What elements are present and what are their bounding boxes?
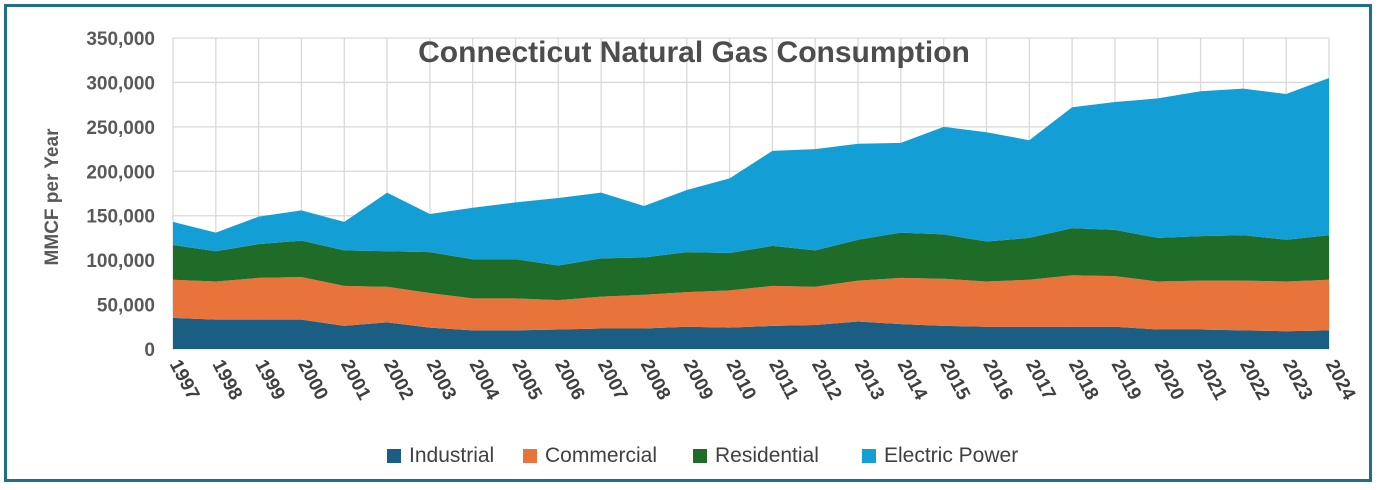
y-tick-label: 100,000 bbox=[86, 251, 155, 272]
y-tick-label: 300,000 bbox=[86, 73, 155, 94]
y-tick-label: 250,000 bbox=[86, 118, 155, 139]
area-industrial bbox=[173, 317, 1329, 349]
x-tick-label: 1997 bbox=[165, 356, 203, 403]
y-axis: 0 50,000 100,000 150,000 200,000 250,000 300,0… bbox=[86, 29, 155, 361]
legend: Industrial Commercial Residential Electric … bbox=[387, 444, 1018, 467]
area-residential bbox=[173, 228, 1329, 301]
chart-title: Connecticut Natural Gas Consumption bbox=[418, 36, 970, 69]
x-tick-label: 1999 bbox=[250, 356, 288, 403]
y-tick-label: 50,000 bbox=[97, 296, 155, 317]
legend-swatch bbox=[693, 449, 707, 463]
area-commercial bbox=[173, 275, 1329, 332]
x-tick-label: 2008 bbox=[636, 356, 674, 403]
x-tick-label: 2013 bbox=[850, 356, 888, 403]
x-tick-label: 2003 bbox=[422, 356, 460, 403]
x-tick-label: 2022 bbox=[1235, 356, 1273, 403]
legend-label: Residential bbox=[715, 444, 819, 467]
x-tick-label: 2020 bbox=[1150, 356, 1188, 403]
x-tick-label: 2000 bbox=[293, 356, 331, 403]
x-tick-label: 2012 bbox=[807, 356, 845, 403]
chart-frame: 0 50,000 100,000 150,000 200,000 250,000 300,0… bbox=[4, 4, 1372, 482]
x-tick-label: 2014 bbox=[893, 356, 932, 404]
y-axis-label: MMCF per Year bbox=[42, 128, 63, 266]
x-tick-label: 2021 bbox=[1192, 356, 1231, 404]
y-tick-label: 200,000 bbox=[86, 162, 155, 183]
x-tick-label: 2018 bbox=[1064, 356, 1102, 403]
area-series bbox=[173, 77, 1329, 349]
legend-label: Commercial bbox=[545, 444, 657, 467]
x-tick-label: 2015 bbox=[935, 356, 974, 404]
x-tick-label: 2017 bbox=[1021, 356, 1059, 403]
x-tick-label: 2006 bbox=[550, 356, 588, 403]
x-axis: 1997 1998 1999 2000 2001 2002 2003 2004 2005 2006… bbox=[165, 356, 1360, 404]
y-tick-label: 0 bbox=[144, 340, 155, 361]
x-tick-label: 2016 bbox=[978, 356, 1016, 403]
legend-swatch bbox=[523, 449, 537, 463]
y-tick-label: 350,000 bbox=[86, 29, 155, 50]
x-tick-label: 2002 bbox=[379, 356, 417, 403]
x-tick-label: 2004 bbox=[465, 356, 504, 404]
x-tick-label: 2024 bbox=[1321, 356, 1360, 404]
x-tick-label: 2005 bbox=[507, 356, 546, 404]
x-tick-label: 2011 bbox=[764, 356, 802, 403]
legend-label: Electric Power bbox=[884, 444, 1018, 467]
area-electric-power bbox=[173, 77, 1329, 266]
x-tick-label: 2009 bbox=[679, 356, 717, 403]
x-tick-label: 2007 bbox=[593, 356, 631, 403]
legend-swatch bbox=[387, 449, 401, 463]
x-tick-label: 2019 bbox=[1107, 356, 1145, 403]
stacked-area-chart: 0 50,000 100,000 150,000 200,000 250,000 300,0… bbox=[42, 29, 1360, 467]
legend-swatch bbox=[862, 449, 876, 463]
x-tick-label: 2001 bbox=[336, 356, 375, 404]
x-tick-label: 2023 bbox=[1278, 356, 1316, 403]
legend-label: Industrial bbox=[409, 444, 494, 467]
y-tick-label: 150,000 bbox=[86, 207, 155, 228]
x-tick-label: 1998 bbox=[208, 356, 246, 403]
x-tick-label: 2010 bbox=[721, 356, 759, 403]
